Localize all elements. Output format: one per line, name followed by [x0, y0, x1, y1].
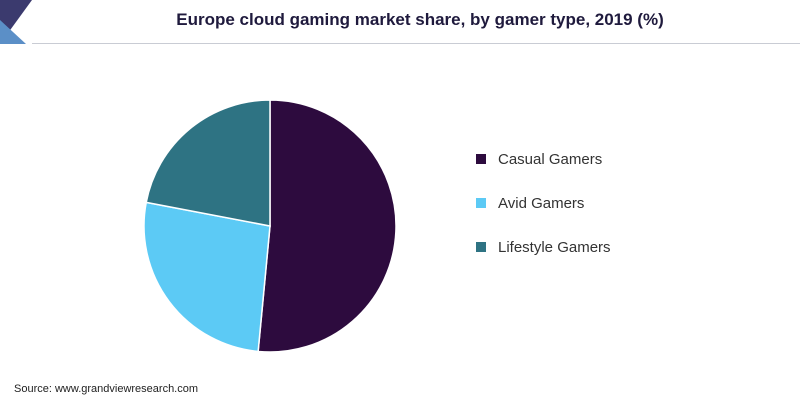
source-note: Source: www.grandviewresearch.com — [14, 383, 199, 395]
chart-title: Europe cloud gaming market share, by gam… — [176, 10, 664, 29]
chart-legend: Casual Gamers Avid Gamers Lifestyle Game… — [476, 148, 611, 280]
legend-label: Avid Gamers — [498, 194, 585, 212]
legend-item-casual-gamers: Casual Gamers — [476, 148, 611, 170]
pie-slice-avid-gamers — [143, 201, 271, 353]
legend-item-lifestyle-gamers: Lifestyle Gamers — [476, 236, 611, 258]
legend-swatch — [476, 198, 486, 208]
pie-slice-casual-gamers — [257, 99, 397, 353]
legend-item-avid-gamers: Avid Gamers — [476, 192, 611, 214]
legend-swatch — [476, 154, 486, 164]
legend-swatch — [476, 242, 486, 252]
legend-label: Casual Gamers — [498, 150, 603, 168]
pie-slice-lifestyle-gamers — [145, 99, 271, 227]
brand-logo-corner — [0, 0, 32, 44]
logo-light-shape — [0, 20, 26, 44]
title-divider — [32, 43, 800, 44]
legend-label: Lifestyle Gamers — [498, 238, 611, 256]
